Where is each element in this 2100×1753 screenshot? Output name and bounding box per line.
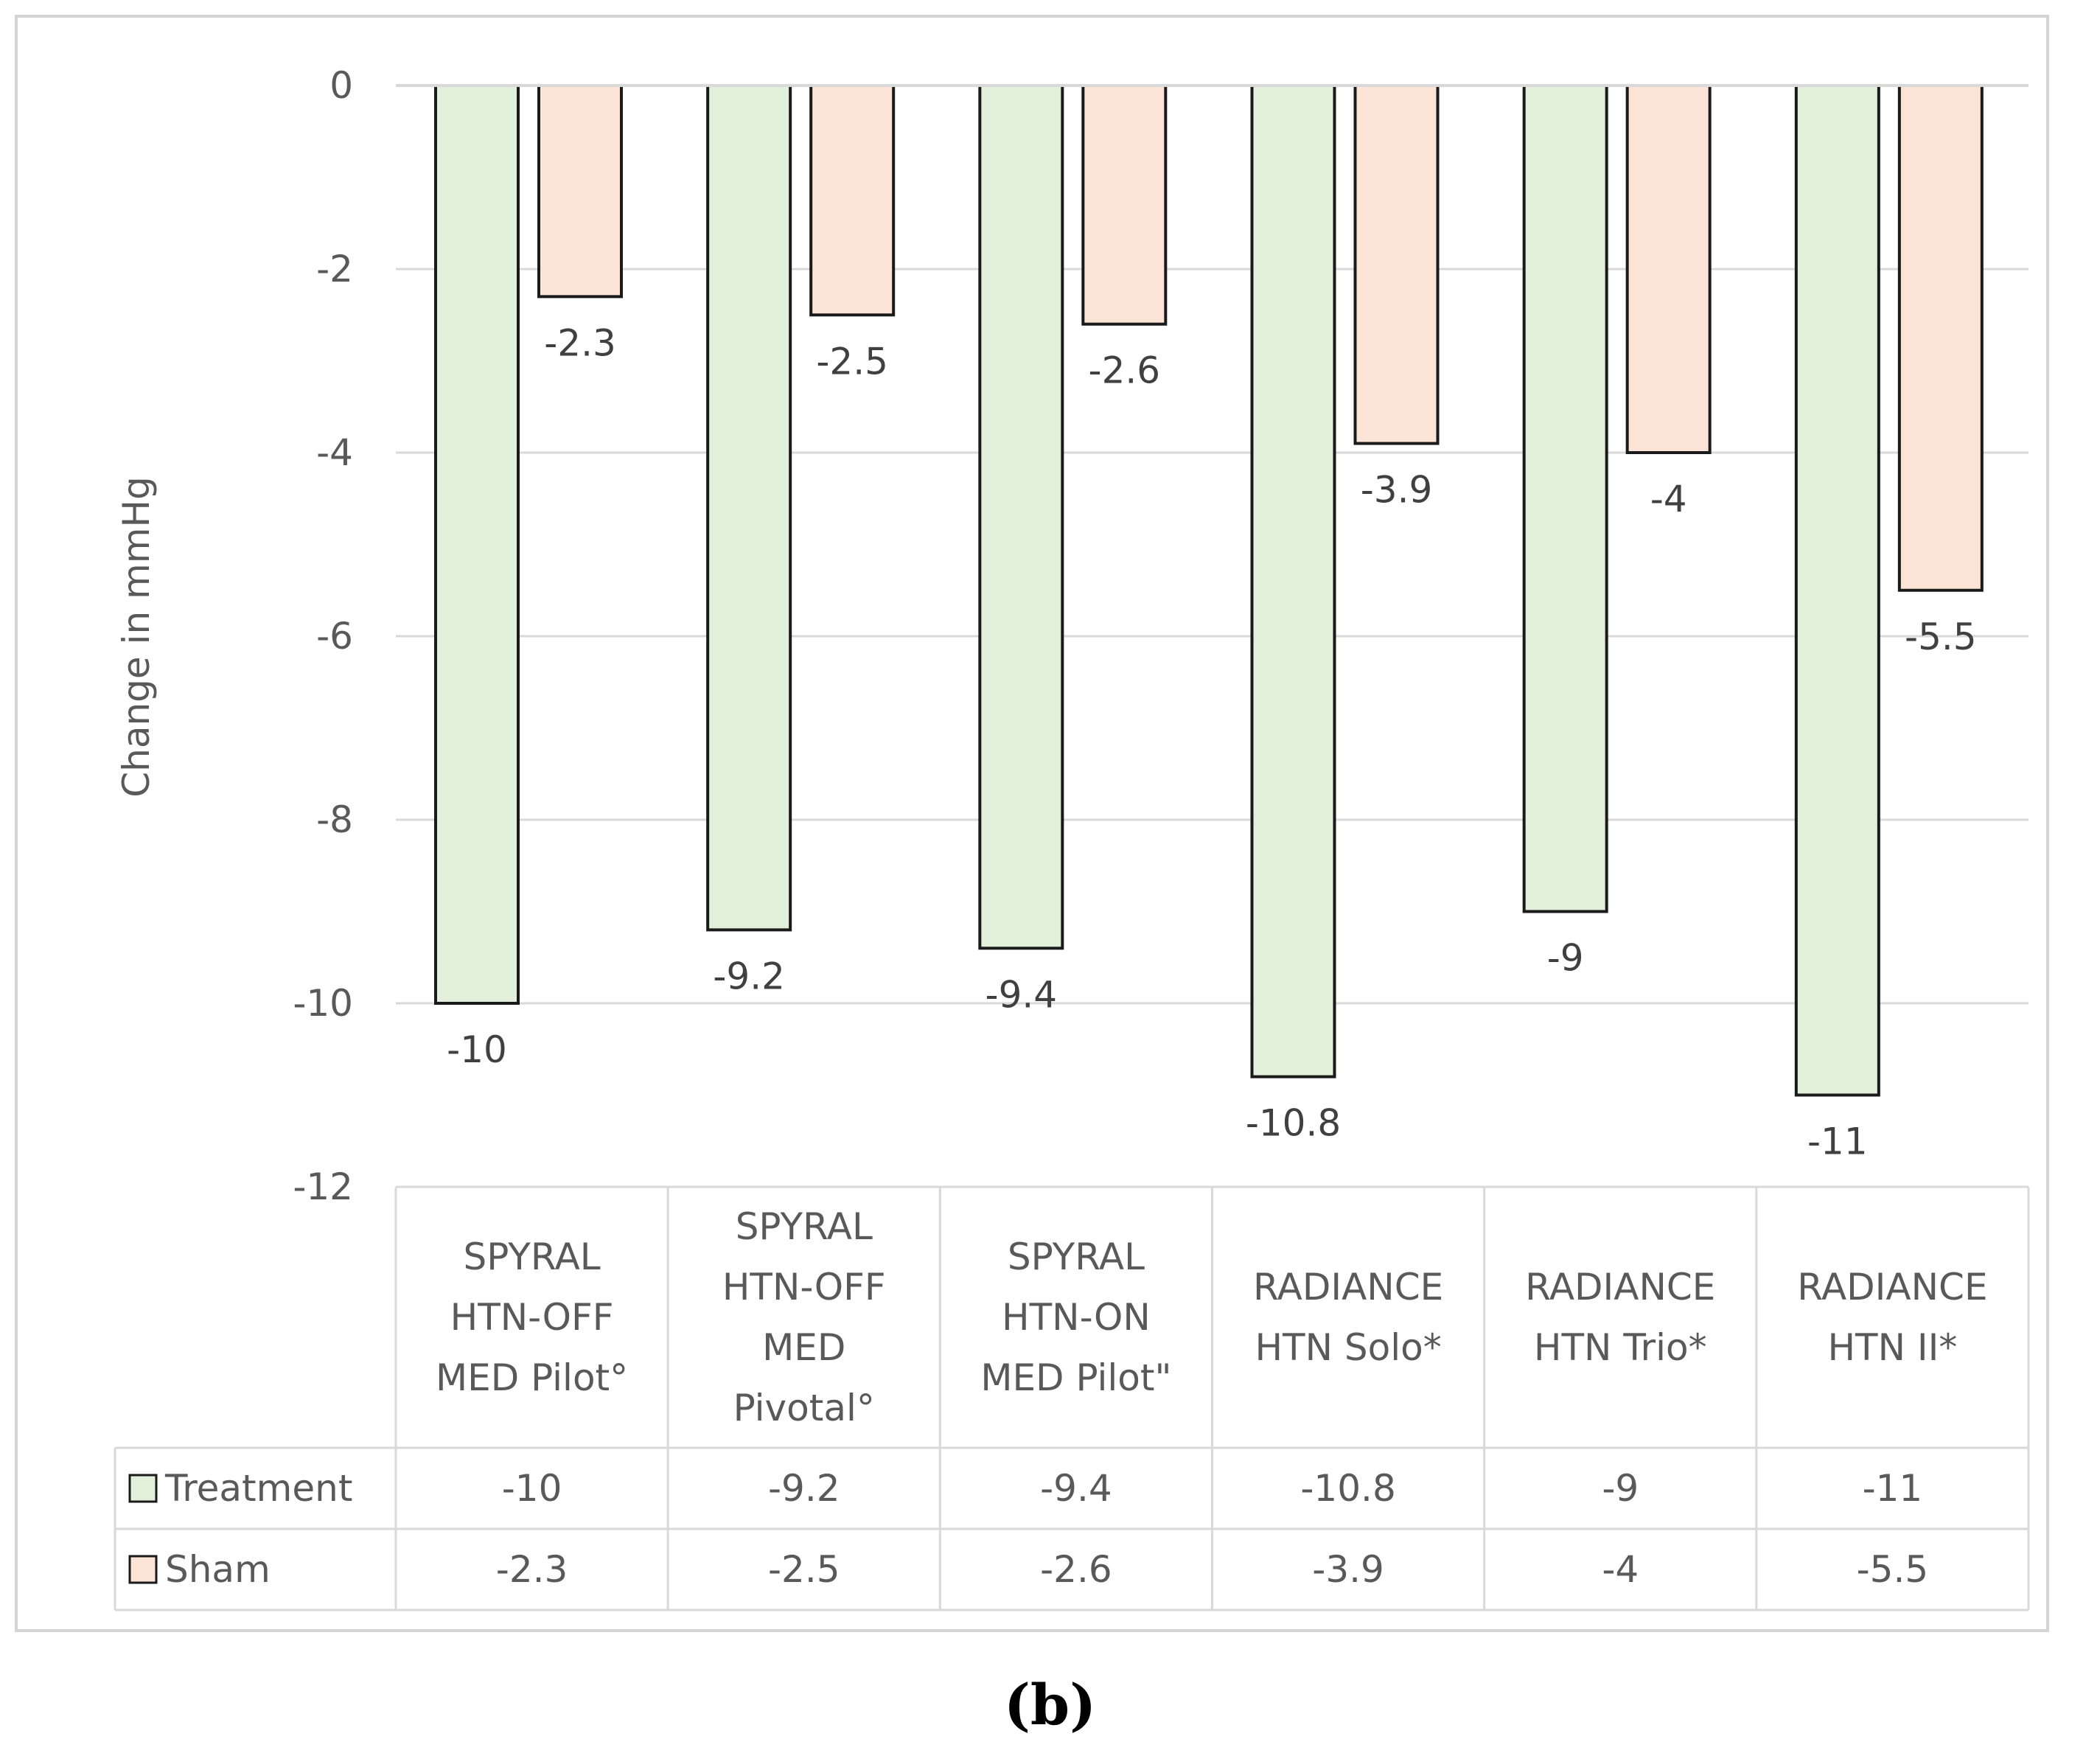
bar-sham [1081, 84, 1168, 326]
table-cell-treatment: -9.2 [768, 1467, 840, 1510]
y-tick-label: -12 [293, 1165, 353, 1208]
category-label: HTN Trio* [1534, 1326, 1707, 1369]
category-label: HTN Solo* [1255, 1326, 1441, 1369]
category-label: HTN II* [1827, 1326, 1957, 1369]
bar-treatment [706, 84, 792, 932]
bar-sham [1625, 84, 1712, 454]
legend-swatch-sham [128, 1555, 158, 1584]
data-label-treatment: -9.4 [986, 973, 1058, 1016]
y-tick-label: 0 [329, 64, 353, 107]
table-cell-sham: -2.6 [1040, 1548, 1112, 1591]
category-label: SPYRAL [736, 1205, 873, 1248]
bar-treatment [1522, 84, 1608, 913]
category-label: SPYRAL [464, 1236, 601, 1278]
y-tick-label: -10 [293, 982, 353, 1025]
legend-label-sham: Sham [165, 1548, 271, 1591]
data-label-treatment: -10.8 [1246, 1102, 1341, 1145]
y-axis-title: Change in mmHg [115, 476, 158, 798]
table-cell-sham: -3.9 [1312, 1548, 1384, 1591]
category-label: Pivotal° [733, 1387, 875, 1429]
category-label: RADIANCE [1797, 1266, 1987, 1308]
bar-treatment [978, 84, 1064, 950]
data-label-treatment: -9.2 [713, 955, 785, 997]
data-label-treatment: -9 [1547, 937, 1584, 980]
table-cell-sham: -5.5 [1857, 1548, 1929, 1591]
table-cell-treatment: -10 [502, 1467, 562, 1510]
y-tick-label: -8 [316, 798, 353, 841]
category-label: HTN-ON [1002, 1296, 1151, 1339]
table-cell-treatment: -9 [1602, 1467, 1639, 1510]
data-label-sham: -5.5 [1905, 616, 1977, 658]
table-cell-sham: -4 [1602, 1548, 1639, 1591]
category-label: MED Pilot° [436, 1356, 628, 1399]
category-label: MED [762, 1326, 845, 1369]
bar-treatment [434, 84, 520, 1005]
category-label: HTN-OFF [450, 1296, 614, 1339]
category-label: RADIANCE [1253, 1266, 1443, 1308]
table-cell-treatment: -10.8 [1300, 1467, 1395, 1510]
category-label: RADIANCE [1525, 1266, 1715, 1308]
figure-caption: (b) [1003, 1672, 1097, 1738]
data-label-treatment: -10 [447, 1028, 507, 1071]
y-tick-label: -2 [316, 248, 353, 290]
bar-sham [1897, 84, 1984, 592]
category-label: HTN-OFF [722, 1266, 886, 1308]
data-label-sham: -4 [1650, 478, 1687, 520]
table-cell-treatment: -11 [1863, 1467, 1923, 1510]
table-cell-sham: -2.3 [496, 1548, 568, 1591]
data-label-sham: -3.9 [1361, 469, 1433, 512]
legend-swatch-treatment [128, 1474, 158, 1503]
y-tick-label: -4 [316, 431, 353, 474]
category-label: MED Pilot" [980, 1356, 1171, 1399]
bar-chart: 0 -2 -4 -6 -8 -10 -12 Change in mmHg -10 -9.2 -9.4… [114, 64, 2030, 1611]
legend-label-treatment: Treatment [164, 1467, 352, 1510]
data-label-treatment: -11 [1807, 1121, 1868, 1163]
data-label-sham: -2.6 [1089, 349, 1161, 392]
category-label: SPYRAL [1008, 1236, 1145, 1278]
table-cell-treatment: -9.4 [1040, 1467, 1112, 1510]
data-label-sham: -2.3 [544, 321, 616, 364]
bar-treatment [1794, 84, 1880, 1097]
chart-frame: 0 -2 -4 -6 -8 -10 -12 Change in mmHg -10 -9.2 -9.4… [15, 15, 2049, 1632]
table-cell-sham: -2.5 [768, 1548, 840, 1591]
bar-sham [809, 84, 896, 317]
bar-treatment [1250, 84, 1336, 1078]
y-tick-label: -6 [316, 615, 353, 658]
data-label-sham: -2.5 [816, 340, 888, 383]
bar-sham [1353, 84, 1440, 445]
bar-sham [537, 84, 623, 299]
